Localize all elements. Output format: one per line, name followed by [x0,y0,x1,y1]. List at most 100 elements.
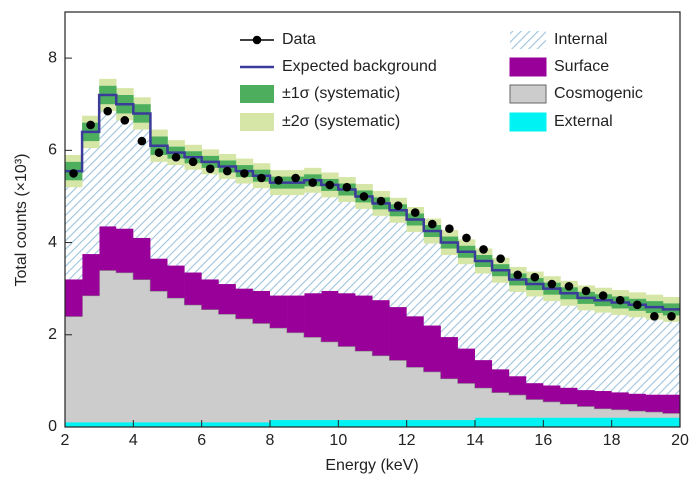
stack-segment [270,182,288,296]
data-point [667,312,676,321]
x-tick-label: 16 [534,432,552,449]
stack-segment [287,420,305,427]
stack-segment [389,420,407,427]
stack-segment [304,337,322,421]
stack-segment [457,420,476,427]
data-point [222,166,232,176]
stack-segment [492,270,510,370]
data-point [513,270,523,280]
stack-segment [423,325,442,372]
stack-segment [509,394,527,418]
stack-segment [406,219,425,317]
stack-segment [304,293,322,338]
stack-segment [372,420,390,427]
x-tick-label: 12 [398,432,416,449]
stack-segment [150,145,168,259]
stack-segment [99,270,117,423]
stack-segment [218,314,237,423]
data-point [427,219,437,229]
x-tick-label: 10 [329,432,347,449]
stack-segment [338,189,356,294]
y-tick-label: 2 [48,326,57,343]
stack-segment [577,297,595,391]
data-point [632,300,642,310]
data-point [257,173,266,183]
stack-segment [492,369,510,393]
stack-segment [594,417,612,427]
stack-segment [218,284,237,315]
stack-segment [321,290,339,342]
stack-segment [355,420,373,427]
stack-segment [287,182,305,296]
stack-segment [577,406,595,418]
stack-segment [560,403,578,418]
x-axis-label: Energy (keV) [325,457,418,474]
stack-segment [423,420,442,427]
stack-segment [509,279,527,377]
stack-segment [509,376,527,395]
stack-segment [252,323,271,423]
stack-segment [526,383,544,400]
stack-segment [167,422,185,427]
y-tick-label: 8 [48,49,57,66]
legend-label: Expected background [282,58,437,75]
x-tick-label: 2 [61,432,70,449]
stack-segment [457,383,476,421]
data-point [359,192,369,201]
x-tick-label: 6 [197,432,206,449]
stack-segment [116,422,134,427]
x-tick-label: 14 [466,432,484,449]
stack-segment [99,95,117,227]
stack-segment [406,420,425,427]
y-tick-label: 6 [48,142,57,159]
stack-segment [423,231,442,326]
stack-segment [184,272,202,305]
legend-label: External [554,113,613,130]
stack-segment [560,293,578,388]
legend-label: ±2σ (systematic) [282,113,400,130]
stack-segment [321,420,339,427]
stack-segment [611,302,630,393]
stack-segment [440,242,459,338]
stack-segment [201,309,220,423]
stack-segment [82,131,100,255]
stack-segment [372,203,390,301]
stack-segment [475,261,493,361]
stack-segment [116,228,134,273]
legend-label: Internal [554,31,607,48]
legend-symbol [240,113,274,131]
data-point [445,224,454,234]
legend-symbol [252,35,262,45]
stack-segment [526,417,544,427]
stack-segment [116,104,134,229]
data-point [120,116,130,125]
stack-segment [167,152,185,266]
stack-segment [475,417,493,427]
stack-segment [560,417,578,427]
stack-segment [133,279,151,423]
stack-segment [475,360,493,388]
stack-segment [355,295,373,351]
stack-segment [201,279,220,310]
stack-segment [252,175,271,291]
stack-segment [543,417,561,427]
stack-segment [577,390,595,407]
data-point [137,136,147,146]
legend-symbol [510,31,546,49]
data-point [69,169,78,178]
stack-segment [235,422,254,427]
legend-symbol [509,112,547,132]
stack-segment [65,422,83,427]
stack-segment [150,258,168,291]
stack-segment [423,371,442,421]
data-point [103,106,113,116]
legend-label: Data [282,31,316,48]
stack-segment [270,420,288,427]
data-point [154,148,164,157]
stack-segment [543,401,561,418]
stack-segment [184,304,202,423]
y-tick-label: 4 [48,234,57,251]
legend-label: Surface [554,58,609,75]
data-point [86,120,95,130]
data-point [393,201,403,210]
